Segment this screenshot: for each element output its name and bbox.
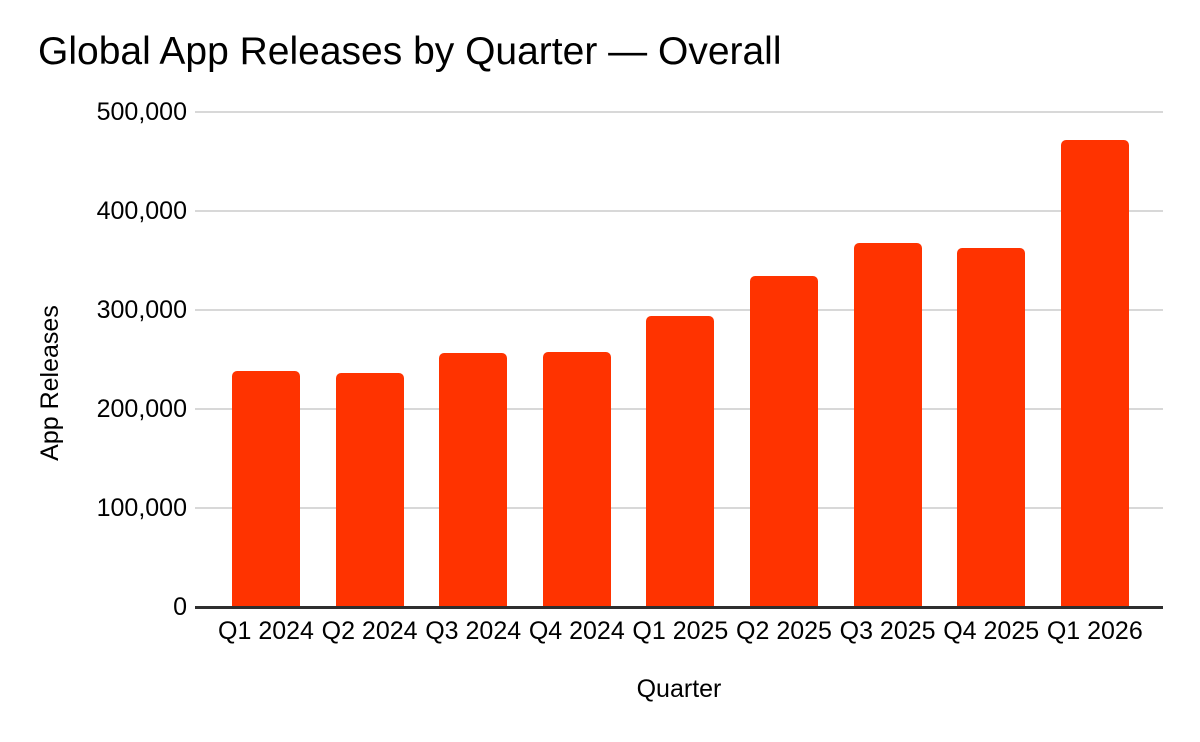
bar-q1-2024 (232, 371, 300, 607)
y-tick-label: 300,000 (96, 296, 187, 324)
y-tick-label: 200,000 (96, 395, 187, 423)
x-tick-label: Q4 2024 (528, 617, 625, 645)
x-tick-label: Q4 2025 (943, 617, 1040, 645)
x-axis-title: Quarter (636, 675, 722, 703)
x-tick-label: Q3 2025 (839, 617, 936, 645)
plot-area (195, 111, 1163, 609)
x-tick-label: Q2 2025 (736, 617, 832, 645)
bar-q2-2025 (750, 276, 818, 607)
bar-q2-2024 (335, 373, 404, 607)
x-tick-label: Q3 2024 (425, 617, 522, 645)
gridline (195, 111, 1163, 113)
x-axis-baseline (195, 605, 1163, 609)
bar-q4-2024 (542, 351, 611, 607)
x-tick-label: Q1 2024 (218, 617, 314, 645)
chart-title: Global App Releases by Quarter — Overall (38, 30, 782, 73)
y-tick-label: 100,000 (96, 494, 187, 522)
gridline (195, 309, 1163, 311)
x-tick-label: Q1 2026 (1046, 617, 1143, 645)
bar-q1-2025 (646, 315, 715, 607)
gridline (195, 210, 1163, 212)
bar-q1-2026 (1060, 139, 1129, 607)
y-tick-label: 0 (173, 593, 187, 621)
y-tick-label: 500,000 (96, 98, 187, 126)
bar-q4-2025 (957, 247, 1026, 607)
x-tick-label: Q1 2025 (632, 617, 729, 645)
x-tick-label: Q2 2024 (321, 617, 418, 645)
bar-q3-2025 (853, 242, 922, 607)
y-tick-label: 400,000 (96, 197, 187, 225)
bar-q3-2024 (439, 352, 508, 607)
